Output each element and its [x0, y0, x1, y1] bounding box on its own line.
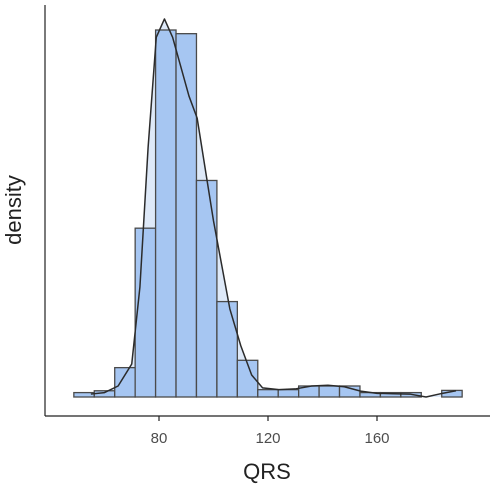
x-axis-title: QRS — [243, 459, 291, 484]
x-tick-label-160: 160 — [364, 430, 389, 447]
histogram-bar-12 — [318, 385, 341, 398]
y-axis-title: density — [1, 175, 26, 245]
x-tick-label-120: 120 — [255, 430, 280, 447]
histogram-bar-7 — [216, 300, 238, 398]
histogram-bar-0 — [73, 391, 95, 398]
histogram-bar-8 — [236, 359, 259, 398]
histogram-bar-3 — [134, 227, 157, 398]
histogram-bar-2 — [114, 366, 136, 398]
histogram-bar-4 — [154, 29, 177, 398]
density-curve — [90, 18, 457, 398]
histogram-bar-6 — [195, 179, 218, 398]
histogram-bar-10 — [277, 389, 300, 398]
plot-area — [73, 18, 463, 398]
x-axis-ticks: 80 120 160 — [151, 416, 390, 447]
histogram-bar-9 — [257, 389, 279, 398]
x-tick-label-80: 80 — [151, 430, 168, 447]
